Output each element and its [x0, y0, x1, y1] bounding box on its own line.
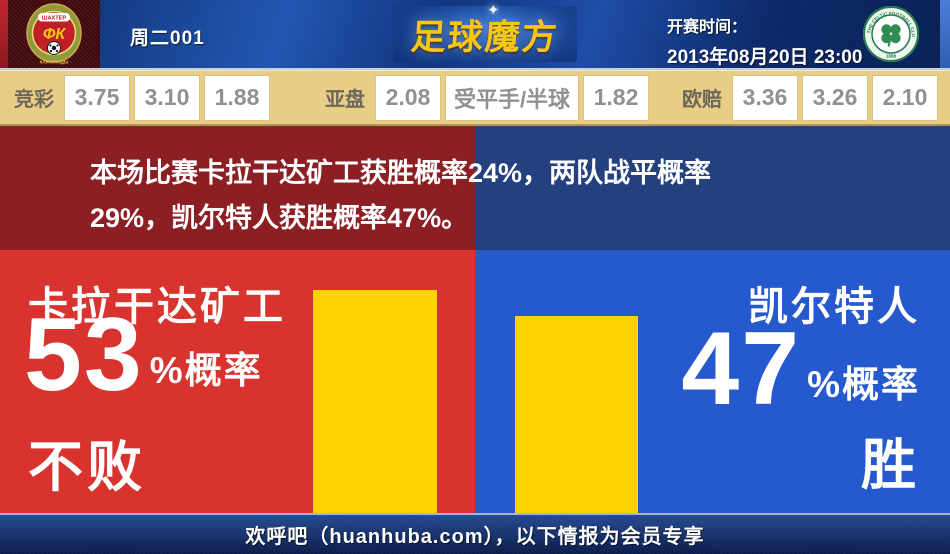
- away-probability: 47 %概率: [681, 311, 920, 427]
- kickoff-time: 2013年08月20日 23:00: [667, 47, 863, 68]
- header: ШАХТЕР ФК КАРАГАНДЫ 周二001 足球魔方 ✦ 开赛时间： 2…: [0, 0, 950, 70]
- yapan-handicap: 受平手/半球: [446, 75, 578, 120]
- home-probability: 53 %概率: [24, 297, 263, 413]
- jingcai-odds-away: 1.88: [205, 75, 269, 120]
- site-logo-text: 足球魔方: [409, 17, 561, 57]
- away-prob-bar: [515, 316, 638, 513]
- jingcai-odds-home: 3.75: [65, 75, 129, 120]
- home-probability-value: 53: [24, 297, 144, 413]
- odds-group-jingcai: 竞彩 3.75 3.10 1.88: [14, 71, 269, 124]
- odds-group-yapan: 亚盘 2.08 受平手/半球 1.82: [325, 71, 648, 124]
- badge-top-text: ШАХТЕР: [42, 16, 67, 22]
- oupei-odds-draw: 3.26: [803, 75, 867, 120]
- oupei-odds-home: 3.36: [733, 75, 797, 120]
- prediction-band: 卡拉干达矿工 53 %概率 不败 凯尔特人 47 %概率 胜: [0, 250, 950, 513]
- jingcai-label: 竞彩: [14, 89, 54, 111]
- yapan-odds-home: 2.08: [376, 75, 440, 120]
- odds-bar: 竞彩 3.75 3.10 1.88 亚盘 2.08 受平手/半球 1.82 欧赔…: [0, 70, 950, 126]
- summary-band: 本场比赛卡拉干达矿工获胜概率24%，两队战平概率29%，凯尔特人获胜概率47%。: [0, 126, 950, 250]
- home-team-name: 卡拉干达矿工: [28, 285, 286, 329]
- away-prediction-panel: 凯尔特人 47 %概率 胜: [475, 250, 950, 513]
- match-number-label: 周二001: [130, 28, 205, 49]
- footer: 欢呼吧（huanhuba.com），以下情报为会员专享: [0, 513, 950, 554]
- kickoff-label: 开赛时间：: [667, 19, 748, 36]
- home-outcome-label: 不败: [28, 436, 147, 498]
- home-team-badge: ШАХТЕР ФК КАРАГАНДЫ: [8, 0, 100, 68]
- footer-text: 欢呼吧（huanhuba.com），以下情报为会员专享: [245, 526, 705, 548]
- left-edge-stripe: [0, 0, 8, 68]
- home-prediction-panel: 卡拉干达矿工 53 %概率 不败: [0, 250, 475, 513]
- away-team-badge: THE CELTIC FOOTBALL CLUB 1888: [860, 1, 920, 63]
- home-prob-bar: [313, 290, 437, 513]
- shakhter-badge-icon: ШАХТЕР ФК КАРАГАНДЫ: [26, 3, 82, 65]
- yapan-label: 亚盘: [325, 89, 365, 111]
- yapan-odds-away: 1.82: [584, 75, 648, 120]
- away-probability-suffix: %概率: [807, 363, 920, 405]
- away-probability-value: 47: [681, 311, 802, 427]
- sparkle-icon: ✦: [487, 2, 500, 19]
- odds-group-oupei: 欧赔 3.36 3.26 2.10: [682, 71, 937, 124]
- home-probability-suffix: %概率: [149, 349, 263, 391]
- oupei-odds-away: 2.10: [873, 75, 937, 120]
- away-outcome-label: 胜: [860, 434, 920, 496]
- oupei-label: 欧赔: [682, 89, 722, 111]
- badge-bottom-text: КАРАГАНДЫ: [40, 60, 69, 65]
- jingcai-odds-draw: 3.10: [135, 75, 199, 120]
- badge-year: 1888: [886, 54, 897, 59]
- summary-text: 本场比赛卡拉干达矿工获胜概率24%，两队战平概率29%，凯尔特人获胜概率47%。: [90, 158, 712, 233]
- away-team-name: 凯尔特人: [748, 285, 920, 329]
- badge-initials: ФК: [43, 26, 66, 43]
- right-edge-stripe: [940, 0, 950, 68]
- site-logo: 足球魔方 ✦: [393, 2, 577, 62]
- celtic-badge-icon: THE CELTIC FOOTBALL CLUB 1888: [860, 1, 919, 62]
- kickoff-info: 开赛时间： 2013年08月20日 23:00: [667, 13, 862, 69]
